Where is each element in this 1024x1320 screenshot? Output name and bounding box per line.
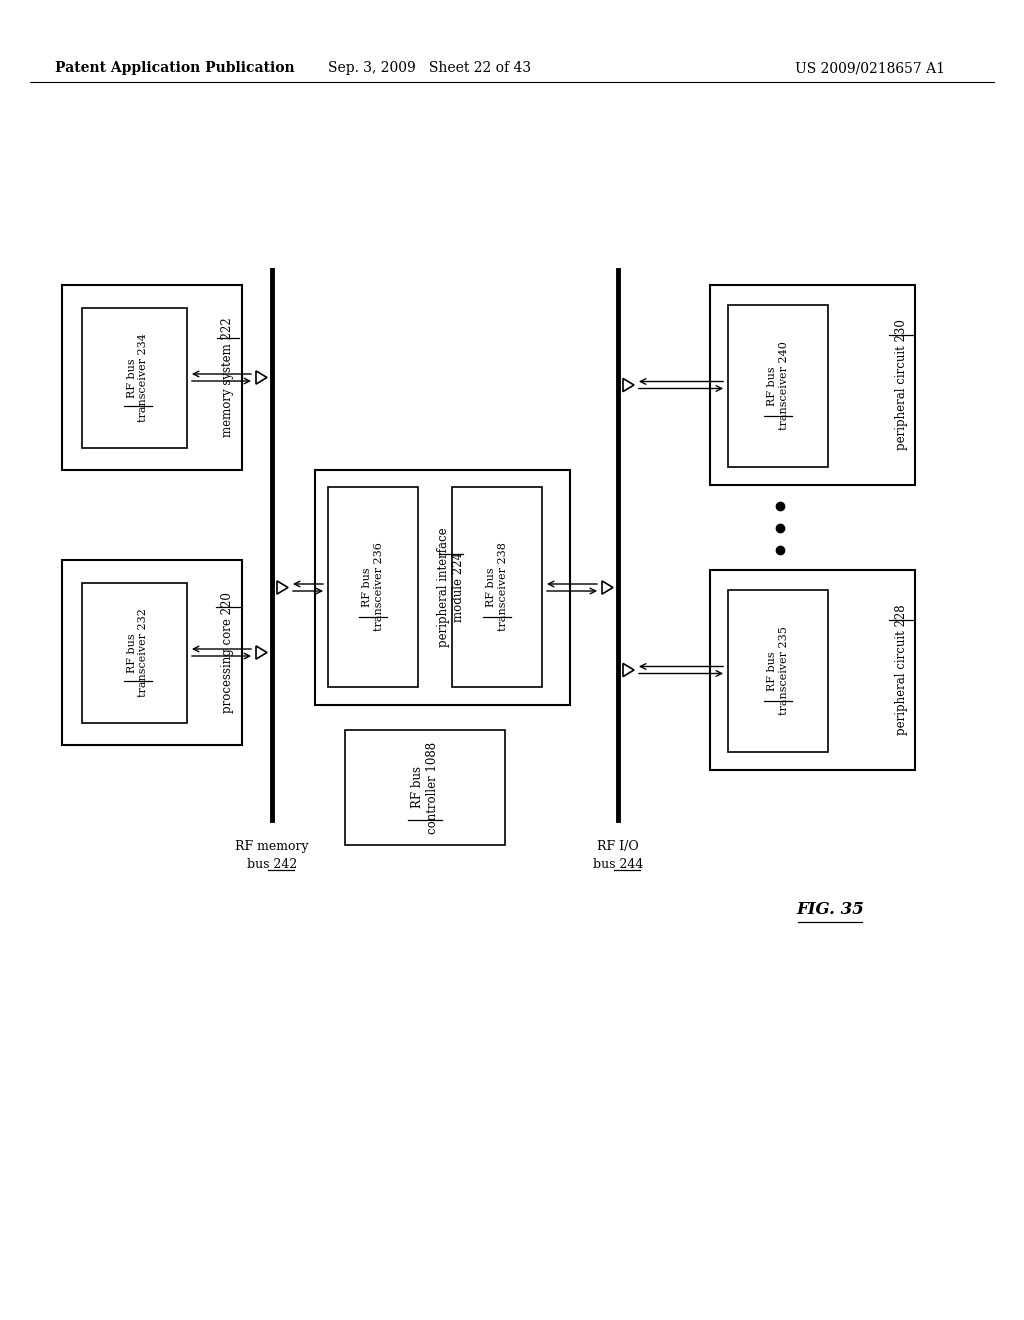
Bar: [328, 487, 418, 686]
Bar: [710, 570, 915, 770]
Bar: [728, 305, 828, 467]
Bar: [728, 590, 828, 752]
Text: memory system 222: memory system 222: [221, 318, 234, 437]
Bar: [452, 487, 542, 686]
Bar: [315, 470, 570, 705]
Text: Patent Application Publication: Patent Application Publication: [55, 61, 295, 75]
Text: Sep. 3, 2009   Sheet 22 of 43: Sep. 3, 2009 Sheet 22 of 43: [329, 61, 531, 75]
Text: RF bus
controller 1088: RF bus controller 1088: [411, 742, 439, 833]
Text: bus 244: bus 244: [593, 858, 643, 871]
Text: RF memory: RF memory: [236, 840, 309, 853]
Text: FIG. 35: FIG. 35: [796, 902, 864, 919]
Text: RF bus
transceiver 238: RF bus transceiver 238: [486, 543, 508, 631]
Text: RF bus
transceiver 232: RF bus transceiver 232: [127, 609, 148, 697]
Text: processing core 220: processing core 220: [221, 593, 234, 713]
Bar: [710, 285, 915, 484]
Text: bus 242: bus 242: [247, 858, 297, 871]
Text: RF bus
transceiver 234: RF bus transceiver 234: [127, 334, 148, 422]
Text: peripheral circuit 230: peripheral circuit 230: [895, 319, 907, 450]
Bar: [82, 308, 187, 447]
Text: peripheral interface
module 224: peripheral interface module 224: [436, 528, 465, 647]
Text: US 2009/0218657 A1: US 2009/0218657 A1: [795, 61, 945, 75]
Bar: [62, 285, 242, 470]
Bar: [345, 730, 505, 845]
Text: RF bus
transceiver 235: RF bus transceiver 235: [767, 627, 788, 715]
Text: RF bus
transceiver 236: RF bus transceiver 236: [362, 543, 384, 631]
Text: RF bus
transceiver 240: RF bus transceiver 240: [767, 342, 788, 430]
Text: RF I/O: RF I/O: [597, 840, 639, 853]
Bar: [82, 583, 187, 723]
Text: peripheral circuit 228: peripheral circuit 228: [895, 605, 907, 735]
Bar: [62, 560, 242, 744]
